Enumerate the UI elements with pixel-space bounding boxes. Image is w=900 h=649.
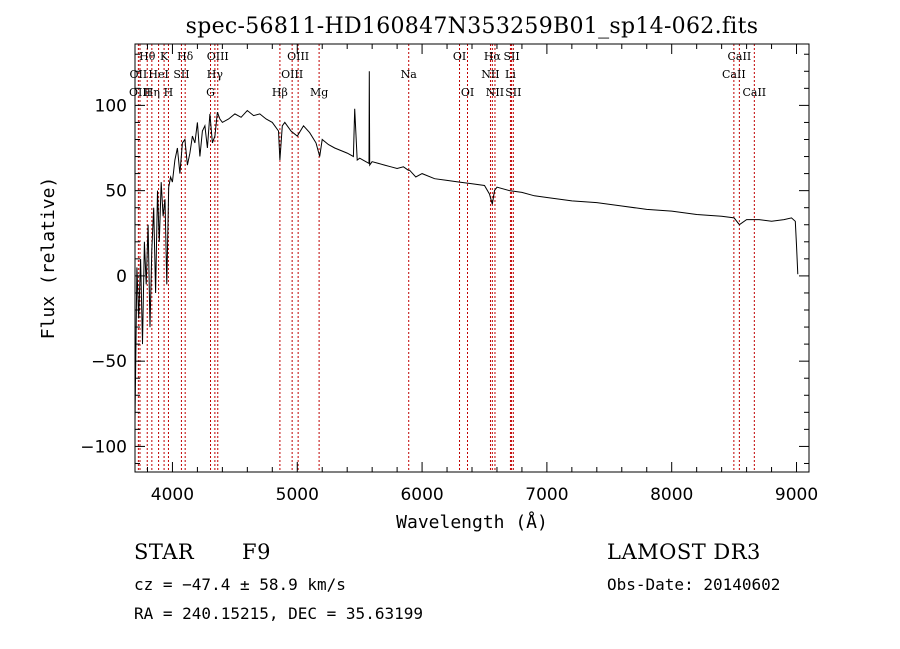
spectral-line-label: K — [160, 50, 169, 63]
y-axis-label: Flux (relative) — [38, 177, 59, 340]
y-tick-label: 50 — [105, 182, 127, 202]
spectral-line-label: OIII — [281, 68, 303, 81]
spectral-line-label: Mg — [310, 86, 328, 99]
spectral-line-label: OII — [130, 68, 148, 81]
x-tick-label: 4000 — [151, 485, 194, 505]
spectral-line-label: HeI — [148, 68, 168, 81]
spectral-line-label: CaII — [742, 86, 766, 99]
survey-name: LAMOST DR3 — [607, 540, 761, 564]
y-tick-label: −50 — [91, 352, 127, 372]
spectral-line-label: G — [206, 86, 215, 99]
flux-series-line — [134, 71, 799, 421]
spectral-line-label: Na — [401, 68, 418, 81]
spectral-line-label: SII — [505, 86, 521, 99]
spectral-line-label: SII — [503, 50, 519, 63]
spectral-line-label: OI — [453, 50, 466, 63]
spectral-line-label: OIII — [129, 86, 151, 99]
y-tick-label: 0 — [116, 267, 127, 287]
x-tick-label: 6000 — [400, 485, 443, 505]
spectral-line-label: OI — [461, 86, 474, 99]
spectral-line-label: Hβ — [272, 86, 288, 99]
spectral-line-label: Hα — [484, 50, 502, 63]
spectral-line-label: OIII — [207, 50, 229, 63]
spectral-line-label: SII — [173, 68, 189, 81]
x-tick-label: 7000 — [525, 485, 568, 505]
x-axis-label: Wavelength (Å) — [396, 511, 548, 533]
redshift-text: cz = −47.4 ± 58.9 km/s — [134, 575, 346, 594]
object-subclass: F9 — [242, 540, 271, 564]
x-tick-label: 8000 — [650, 485, 693, 505]
spectral-line-label: NII — [486, 86, 504, 99]
spectral-line-label: CaII — [722, 68, 746, 81]
spectral-line-label: Hη — [144, 86, 160, 99]
y-tick-label: 100 — [95, 96, 127, 116]
spectral-line-label: Hδ — [177, 50, 194, 63]
plot-frame — [134, 43, 810, 473]
object-class: STAR — [134, 540, 195, 564]
x-tick-label: 5000 — [276, 485, 319, 505]
spectral-line-label: H — [164, 86, 174, 99]
x-axis-ticks: 4000 5000 6000 7000 8000 9000 — [146, 44, 818, 505]
spectral-line-label: Li — [505, 68, 516, 81]
spectral-line-markers — [137, 44, 755, 472]
x-tick-label: 9000 — [775, 485, 818, 505]
chart-title: spec-56811-HD160847N353259B01_sp14-062.f… — [186, 14, 759, 39]
spectral-line-label: Hγ — [207, 68, 224, 81]
coordinates: RA = 240.15215, DEC = 35.63199 — [134, 604, 423, 623]
spectral-line-label: OIII — [287, 50, 309, 63]
spectral-line-label: NII — [481, 68, 499, 81]
spectral-line-label: Hθ — [139, 50, 156, 63]
y-tick-label: −100 — [80, 437, 127, 457]
y-axis-ticks: −100 −50 0 50 100 — [80, 53, 809, 464]
spectral-line-label: CaII — [728, 50, 752, 63]
obs-date: Obs-Date: 20140602 — [607, 575, 781, 594]
